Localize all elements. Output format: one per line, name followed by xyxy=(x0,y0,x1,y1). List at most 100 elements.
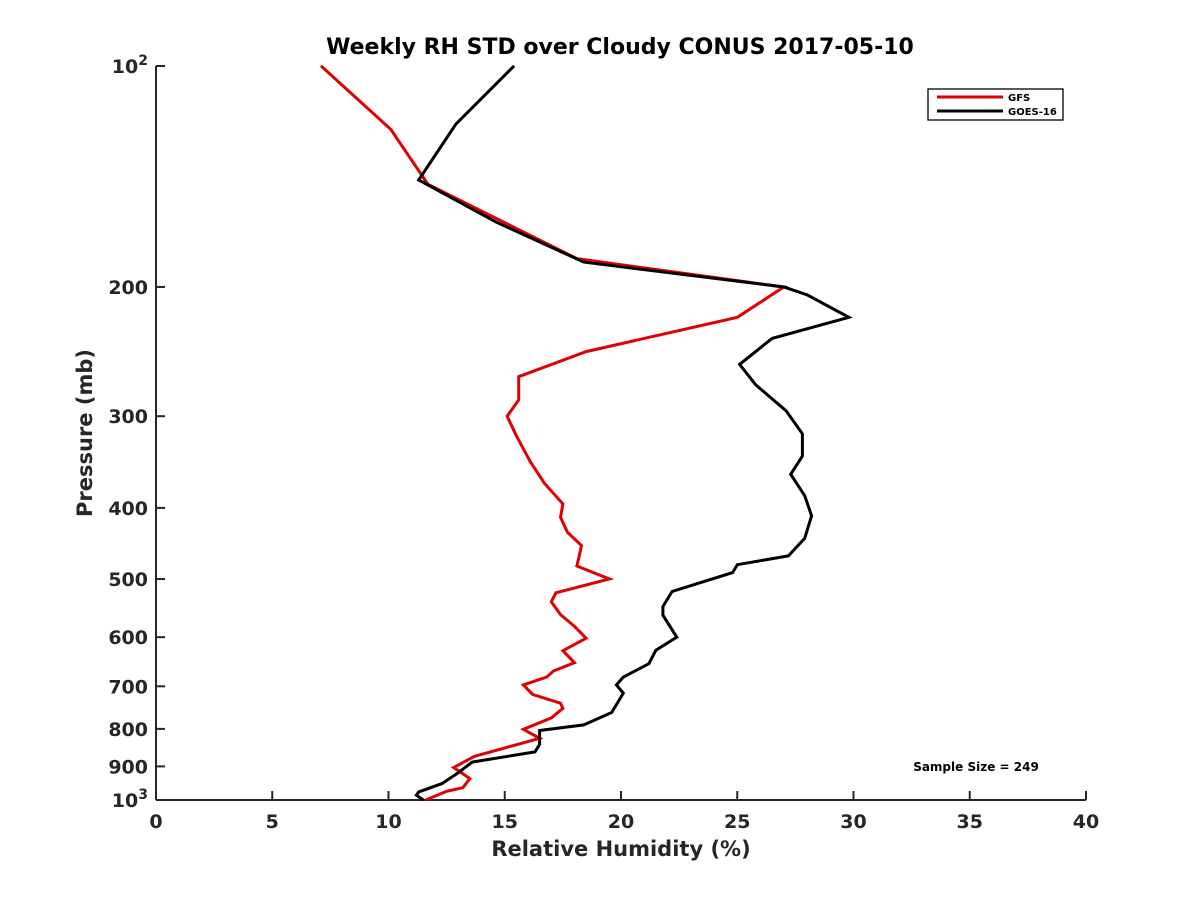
data-point-goes-16 xyxy=(418,791,420,793)
data-point-gfs xyxy=(562,707,564,709)
data-point-gfs xyxy=(506,415,508,417)
x-tick-label: 30 xyxy=(840,811,866,833)
data-point-gfs xyxy=(573,662,576,664)
y-tick-label: 700 xyxy=(108,676,148,698)
data-point-goes-16 xyxy=(615,684,618,686)
x-axis-label: Relative Humidity (%) xyxy=(491,837,750,861)
data-point-goes-16 xyxy=(787,555,790,557)
y-tick-label: 800 xyxy=(108,719,148,741)
data-point-gfs xyxy=(522,728,525,730)
data-point-goes-16 xyxy=(457,772,459,774)
data-point-gfs xyxy=(425,799,427,801)
data-point-goes-16 xyxy=(811,515,813,517)
data-point-goes-16 xyxy=(622,692,624,694)
data-point-goes-16 xyxy=(455,123,457,125)
data-point-goes-16 xyxy=(662,605,664,608)
data-point-goes-16 xyxy=(671,590,673,593)
data-point-goes-16 xyxy=(755,384,757,386)
data-point-goes-16 xyxy=(801,455,804,457)
data-point-goes-16 xyxy=(739,363,741,365)
data-point-gfs xyxy=(562,650,564,652)
y-tick-label: 200 xyxy=(108,277,148,299)
data-point-goes-16 xyxy=(648,663,650,665)
data-point-goes-16 xyxy=(771,337,773,339)
data-point-goes-16 xyxy=(804,495,806,497)
data-point-goes-16 xyxy=(418,179,420,181)
data-point-goes-16 xyxy=(783,286,785,288)
data-point-goes-16 xyxy=(732,572,734,574)
x-tick-label: 0 xyxy=(149,811,162,833)
data-point-goes-16 xyxy=(785,410,787,412)
data-point-gfs xyxy=(320,65,322,67)
data-point-goes-16 xyxy=(611,711,613,714)
data-point-gfs xyxy=(562,503,564,505)
x-tick-label: 10 xyxy=(375,811,401,833)
data-point-gfs xyxy=(453,766,455,769)
data-point-gfs xyxy=(532,693,534,696)
data-point-goes-16 xyxy=(494,221,496,223)
data-point-goes-16 xyxy=(848,316,850,318)
x-tick-label: 15 xyxy=(492,811,518,833)
data-point-gfs xyxy=(543,482,545,484)
x-axis-ticks: 0 5 10 15 20 25 30 35 40 xyxy=(149,791,1099,833)
data-point-goes-16 xyxy=(415,794,417,796)
y-tick-label: 600 xyxy=(108,627,148,649)
data-point-gfs xyxy=(573,625,576,628)
data-point-gfs xyxy=(529,461,531,463)
data-point-goes-16 xyxy=(539,743,541,746)
data-point-gfs xyxy=(550,717,552,719)
data-point-goes-16 xyxy=(804,537,806,539)
data-point-goes-16 xyxy=(422,799,424,801)
data-point-goes-16 xyxy=(801,433,804,435)
data-point-goes-16 xyxy=(790,473,792,475)
data-point-gfs xyxy=(518,399,520,401)
data-point-gfs xyxy=(585,351,587,353)
y-tick-label: 300 xyxy=(108,406,148,428)
series-layer xyxy=(320,64,853,802)
data-point-gfs xyxy=(390,128,392,130)
y-axis-ticks: 102 200 300 400 500 600 700 800 900 103 xyxy=(108,53,165,812)
data-point-gfs xyxy=(559,702,562,704)
data-point-gfs xyxy=(566,531,569,534)
y-axis-label: Pressure (mb) xyxy=(73,349,97,517)
x-tick-label: 25 xyxy=(724,811,750,833)
legend-box xyxy=(927,88,1064,121)
data-point-goes-16 xyxy=(583,261,585,263)
x-tick-label: 20 xyxy=(608,811,634,833)
y-tick-label: 103 xyxy=(112,787,148,812)
data-point-goes-16 xyxy=(736,564,738,566)
data-point-gfs xyxy=(462,787,464,789)
data-point-gfs xyxy=(585,637,587,639)
data-point-gfs xyxy=(580,544,583,547)
data-point-gfs xyxy=(576,565,578,567)
data-point-gfs xyxy=(446,790,448,792)
data-point-gfs xyxy=(559,516,562,518)
data-point-gfs xyxy=(518,376,520,378)
data-point-goes-16 xyxy=(662,614,664,616)
data-point-goes-16 xyxy=(622,676,624,678)
y-tick-label: 500 xyxy=(108,569,148,591)
data-point-goes-16 xyxy=(534,751,536,753)
sample-size-annotation: Sample Size = 249 xyxy=(913,760,1039,774)
data-point-goes-16 xyxy=(471,761,473,763)
data-point-goes-16 xyxy=(676,636,678,638)
data-point-gfs xyxy=(469,778,471,780)
data-point-goes-16 xyxy=(513,65,515,67)
legend-label-gfs: GFS xyxy=(1008,93,1030,104)
x-tick-label: 40 xyxy=(1073,811,1099,833)
data-point-goes-16 xyxy=(655,649,657,651)
series-line-gfs xyxy=(320,64,788,802)
data-point-gfs xyxy=(515,435,518,437)
data-point-gfs xyxy=(522,684,525,686)
y-tick-label: 900 xyxy=(108,756,148,778)
data-point-goes-16 xyxy=(441,783,443,785)
x-tick-label: 35 xyxy=(957,811,983,833)
data-point-gfs xyxy=(578,556,580,558)
y-tick-label: 400 xyxy=(108,498,148,520)
data-point-gfs xyxy=(546,676,548,678)
data-point-gfs xyxy=(550,601,552,603)
data-point-gfs xyxy=(608,578,611,580)
data-point-goes-16 xyxy=(583,724,585,726)
data-point-gfs xyxy=(736,316,738,318)
data-point-goes-16 xyxy=(539,729,541,732)
